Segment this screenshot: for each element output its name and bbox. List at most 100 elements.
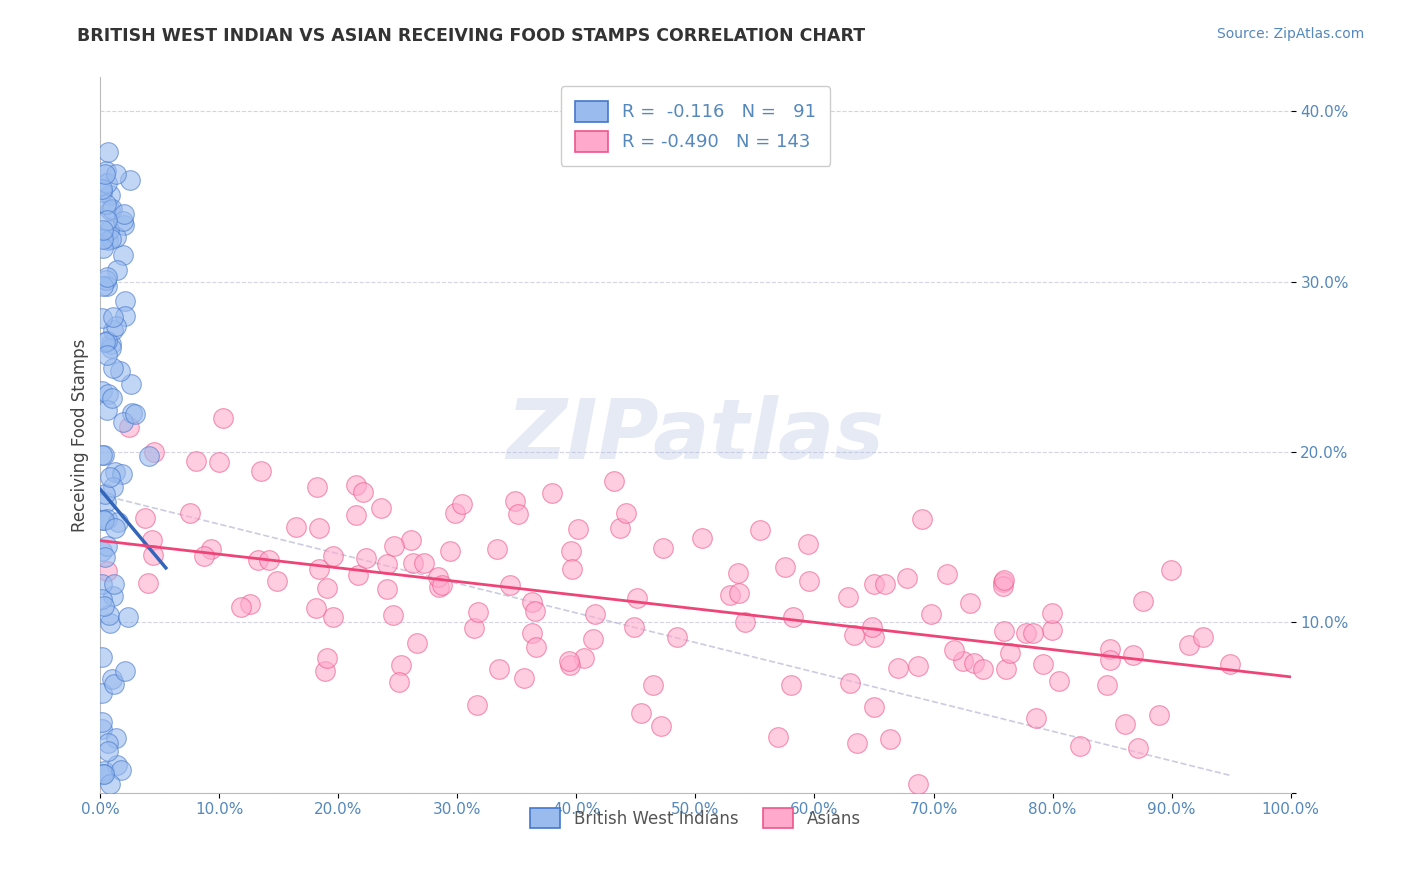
Point bbox=[993, 573, 1015, 587]
Point bbox=[101, 480, 124, 494]
Point bbox=[574, 651, 596, 665]
Point bbox=[963, 656, 986, 670]
Point bbox=[344, 478, 367, 492]
Point bbox=[97, 233, 120, 247]
Point bbox=[101, 202, 124, 217]
Point bbox=[96, 403, 118, 417]
Point bbox=[499, 578, 522, 592]
Point bbox=[90, 311, 112, 326]
Point bbox=[96, 176, 118, 190]
Point bbox=[508, 507, 530, 521]
Point bbox=[200, 541, 222, 556]
Point bbox=[97, 145, 120, 160]
Point bbox=[138, 450, 160, 464]
Point bbox=[136, 576, 159, 591]
Point bbox=[439, 544, 461, 558]
Point bbox=[91, 186, 114, 200]
Point bbox=[1147, 707, 1170, 722]
Point bbox=[782, 610, 804, 624]
Point bbox=[249, 464, 271, 478]
Point bbox=[994, 662, 1017, 676]
Point bbox=[96, 348, 118, 362]
Point bbox=[846, 736, 869, 750]
Point bbox=[305, 480, 328, 494]
Point bbox=[308, 521, 330, 535]
Point bbox=[96, 196, 118, 211]
Point bbox=[111, 467, 134, 481]
Point bbox=[93, 764, 115, 778]
Point bbox=[541, 486, 564, 500]
Point bbox=[308, 562, 330, 576]
Point bbox=[117, 609, 139, 624]
Point bbox=[389, 658, 412, 673]
Point bbox=[911, 512, 934, 526]
Point bbox=[451, 497, 474, 511]
Point bbox=[96, 539, 118, 553]
Point bbox=[382, 608, 405, 623]
Point bbox=[382, 539, 405, 553]
Point bbox=[1192, 630, 1215, 644]
Point bbox=[860, 619, 883, 633]
Point bbox=[972, 662, 994, 676]
Point bbox=[98, 615, 121, 630]
Point bbox=[105, 319, 128, 334]
Point bbox=[141, 533, 163, 548]
Point bbox=[1014, 626, 1036, 640]
Point bbox=[239, 597, 262, 611]
Point bbox=[91, 767, 114, 781]
Point bbox=[108, 364, 131, 378]
Text: ZIPatlas: ZIPatlas bbox=[506, 394, 884, 475]
Point bbox=[101, 392, 124, 406]
Point bbox=[630, 706, 652, 720]
Point bbox=[94, 164, 117, 178]
Point bbox=[111, 415, 134, 429]
Point bbox=[101, 310, 124, 324]
Point bbox=[101, 672, 124, 686]
Point bbox=[718, 589, 741, 603]
Point bbox=[98, 223, 121, 237]
Point bbox=[266, 574, 288, 588]
Point bbox=[558, 654, 581, 668]
Point bbox=[727, 566, 749, 581]
Point bbox=[97, 736, 120, 750]
Point bbox=[91, 232, 114, 246]
Point bbox=[93, 550, 115, 565]
Point bbox=[259, 553, 281, 567]
Point bbox=[993, 574, 1015, 589]
Point bbox=[134, 510, 156, 524]
Point bbox=[375, 558, 398, 572]
Point bbox=[97, 387, 120, 401]
Point bbox=[93, 766, 115, 780]
Point bbox=[344, 508, 367, 522]
Point bbox=[426, 570, 449, 584]
Point bbox=[107, 263, 129, 277]
Point bbox=[427, 580, 450, 594]
Point bbox=[98, 608, 121, 623]
Point bbox=[98, 470, 121, 484]
Point bbox=[91, 279, 114, 293]
Point bbox=[582, 632, 605, 646]
Point bbox=[863, 630, 886, 644]
Point bbox=[503, 494, 526, 508]
Point bbox=[773, 560, 796, 574]
Point bbox=[1025, 711, 1047, 725]
Point bbox=[142, 445, 165, 459]
Point bbox=[463, 621, 485, 635]
Point bbox=[1042, 606, 1064, 620]
Point bbox=[247, 553, 270, 567]
Point bbox=[748, 524, 770, 538]
Point bbox=[862, 576, 884, 591]
Point bbox=[103, 576, 125, 591]
Point bbox=[626, 591, 648, 605]
Point bbox=[98, 777, 121, 791]
Point bbox=[1021, 625, 1043, 640]
Point bbox=[1099, 641, 1122, 656]
Point bbox=[104, 731, 127, 745]
Point bbox=[322, 549, 344, 563]
Point bbox=[114, 664, 136, 678]
Point bbox=[124, 407, 146, 421]
Point bbox=[652, 541, 675, 555]
Point bbox=[583, 607, 606, 621]
Point bbox=[959, 596, 981, 610]
Point bbox=[100, 337, 122, 351]
